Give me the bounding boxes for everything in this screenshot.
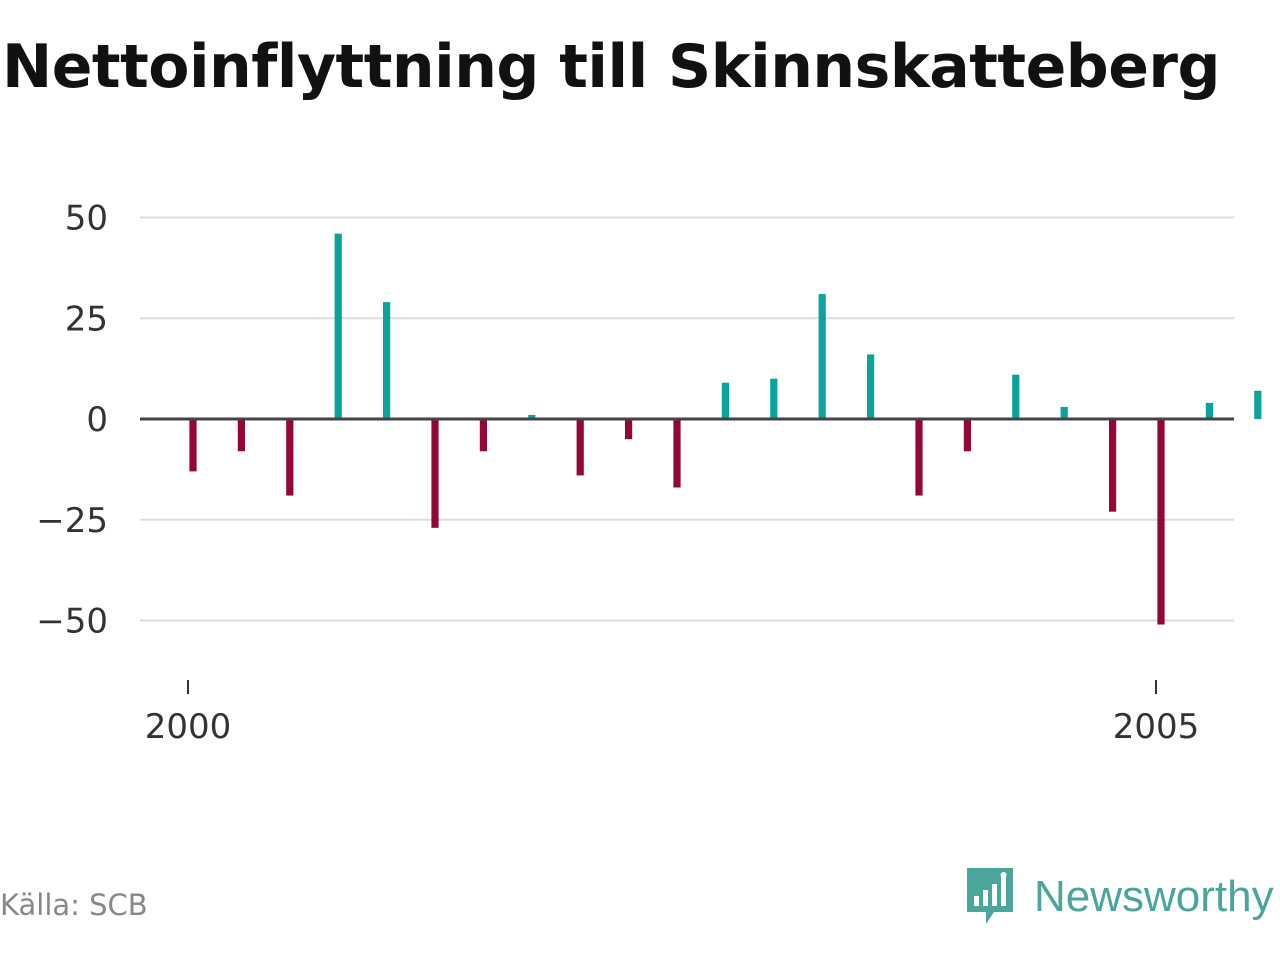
bar bbox=[383, 302, 391, 419]
bars bbox=[189, 233, 1262, 625]
y-axis-labels: 50 25 0 −25 −50 bbox=[36, 199, 108, 642]
bar bbox=[528, 414, 536, 419]
bar bbox=[721, 382, 729, 419]
bar bbox=[1205, 402, 1213, 419]
gridlines bbox=[140, 216, 1234, 622]
bar bbox=[576, 419, 584, 476]
x-axis: 200020052010201520202025 bbox=[145, 680, 1200, 747]
x-tick-label: 2000 bbox=[145, 707, 232, 747]
bar bbox=[1109, 419, 1117, 512]
y-tick-label: 25 bbox=[65, 299, 108, 339]
x-tick-label: 2005 bbox=[1113, 707, 1200, 747]
bar bbox=[915, 419, 923, 496]
bar bbox=[673, 419, 681, 488]
bar bbox=[625, 419, 633, 440]
bar bbox=[1012, 374, 1020, 419]
bar bbox=[770, 378, 778, 419]
newsworthy-logo-icon bbox=[967, 868, 1013, 924]
bar bbox=[1157, 419, 1165, 625]
bar bbox=[189, 419, 197, 472]
bar bbox=[286, 419, 294, 496]
bar bbox=[431, 419, 439, 528]
bar bbox=[1060, 406, 1068, 419]
brand-logo: Newsworthy bbox=[964, 866, 1274, 928]
y-tick-label: −25 bbox=[36, 501, 108, 541]
bar bbox=[818, 294, 826, 419]
brand-name: Newsworthy bbox=[1034, 872, 1274, 921]
bar bbox=[334, 233, 342, 419]
bar bbox=[867, 354, 875, 419]
y-tick-label: −50 bbox=[36, 602, 108, 642]
bar bbox=[963, 419, 971, 452]
bar bbox=[237, 419, 245, 452]
bar bbox=[1254, 390, 1262, 419]
y-tick-label: 50 bbox=[65, 199, 108, 239]
bar bbox=[479, 419, 487, 452]
source-note: Källa: SCB bbox=[0, 888, 148, 922]
chart-title: Nettoinflyttning till Skinnskatteberg bbox=[2, 32, 1220, 102]
y-tick-label: 0 bbox=[86, 400, 108, 440]
